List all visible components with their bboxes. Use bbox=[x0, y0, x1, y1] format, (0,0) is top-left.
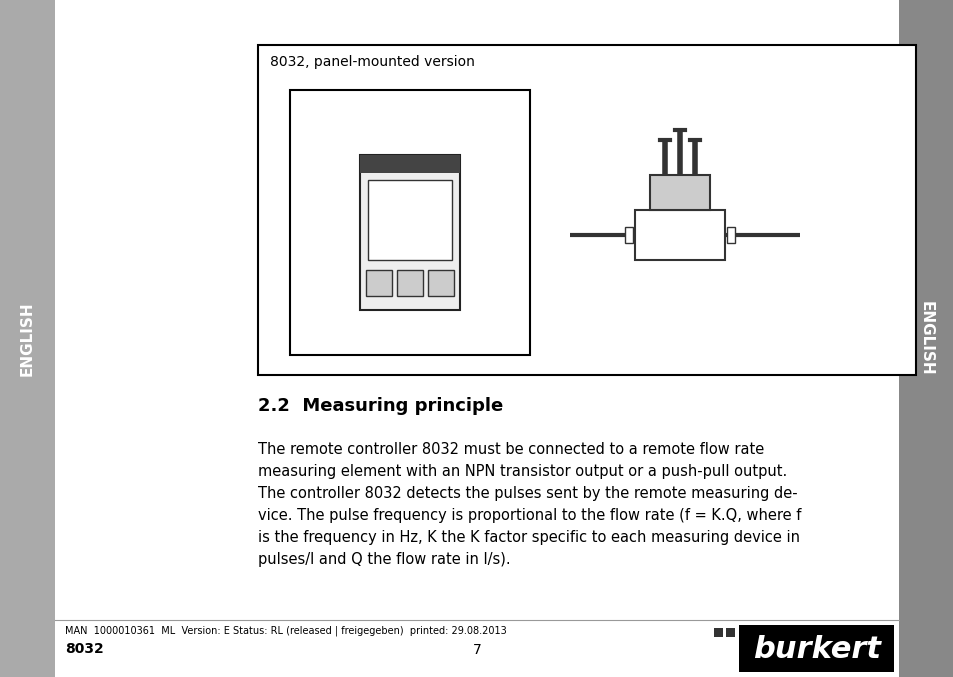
Bar bbox=[55, 0, 898, 677]
Text: burkert: burkert bbox=[752, 636, 880, 665]
Bar bbox=[713, 628, 722, 637]
Bar bbox=[725, 628, 734, 637]
Text: measuring element with an NPN transistor output or a push-pull output.: measuring element with an NPN transistor… bbox=[257, 464, 786, 479]
Text: ENGLISH: ENGLISH bbox=[20, 301, 35, 376]
Bar bbox=[898, 0, 953, 677]
Text: 7: 7 bbox=[472, 643, 481, 657]
Bar bbox=[290, 90, 530, 355]
Text: The remote controller 8032 must be connected to a remote flow rate: The remote controller 8032 must be conne… bbox=[257, 442, 763, 457]
Text: pulses/l and Q the flow rate in l/s).: pulses/l and Q the flow rate in l/s). bbox=[257, 552, 510, 567]
Text: ENGLISH: ENGLISH bbox=[918, 301, 933, 376]
Bar bbox=[0, 0, 55, 677]
Text: 8032: 8032 bbox=[65, 642, 104, 656]
Bar bbox=[726, 227, 734, 243]
Text: vice. The pulse frequency is proportional to the flow rate (f = K.Q, where f: vice. The pulse frequency is proportiona… bbox=[257, 508, 801, 523]
Text: MAN  1000010361  ML  Version: E Status: RL (released | freigegeben)  printed: 29: MAN 1000010361 ML Version: E Status: RL … bbox=[65, 625, 506, 636]
Bar bbox=[635, 210, 724, 260]
Bar bbox=[739, 625, 893, 672]
Text: 2.2  Measuring principle: 2.2 Measuring principle bbox=[257, 397, 503, 415]
Text: 8032, panel-mounted version: 8032, panel-mounted version bbox=[270, 55, 475, 69]
Bar bbox=[368, 180, 452, 260]
Bar bbox=[366, 270, 392, 296]
Bar bbox=[624, 227, 633, 243]
Bar bbox=[359, 155, 459, 310]
Bar bbox=[649, 175, 709, 210]
Bar bbox=[396, 270, 422, 296]
Text: is the frequency in Hz, K the K factor specific to each measuring device in: is the frequency in Hz, K the K factor s… bbox=[257, 530, 800, 545]
Bar bbox=[257, 45, 915, 375]
Bar bbox=[359, 155, 459, 173]
Bar bbox=[428, 270, 454, 296]
Text: The controller 8032 detects the pulses sent by the remote measuring de-: The controller 8032 detects the pulses s… bbox=[257, 486, 797, 501]
